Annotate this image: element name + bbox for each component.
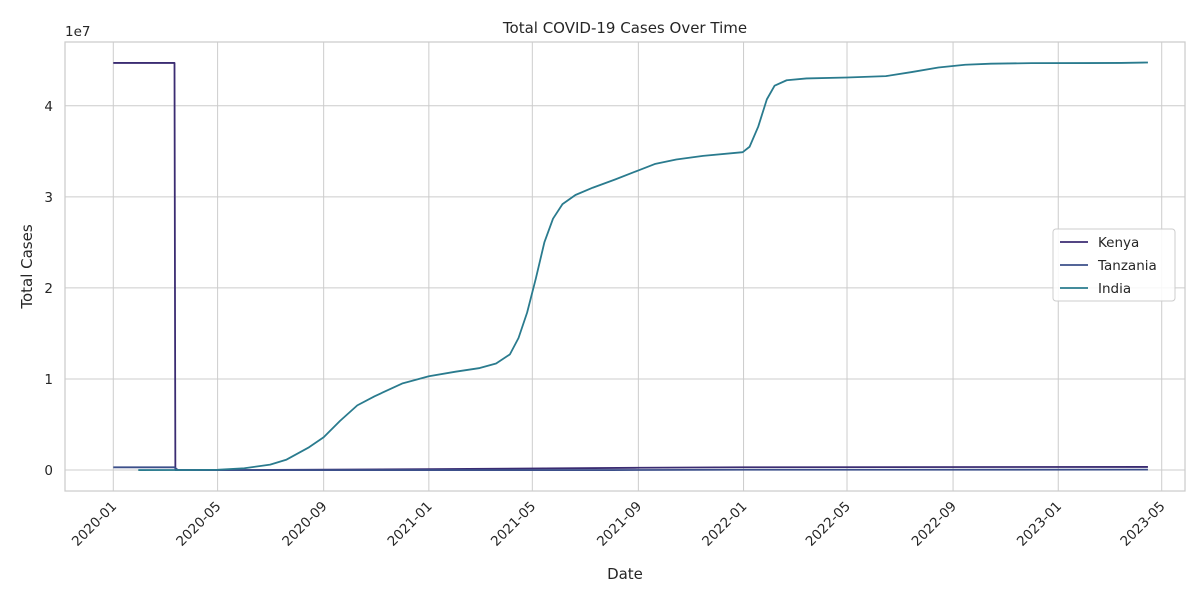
x-tick-label: 2022-05 [803, 499, 854, 550]
legend-box [1052, 228, 1176, 302]
y-tick-label: 4 [44, 99, 53, 115]
x-tick-label: 2020-09 [279, 499, 330, 550]
x-tick-label: 2020-01 [69, 499, 120, 550]
y-tick-label: 2 [44, 281, 53, 297]
plot-area-frame [64, 41, 1186, 492]
y-axis-label: Total Cases [18, 224, 36, 310]
x-tick-label: 2021-01 [384, 499, 435, 550]
x-tick-label: 2020-05 [173, 499, 224, 550]
y-tick-label: 0 [44, 463, 53, 479]
x-axis-label: Date [607, 565, 643, 583]
y-offset-label: 1e7 [65, 24, 90, 40]
x-tick-label: 2023-05 [1117, 499, 1168, 550]
legend: Kenya Tanzania India [1052, 228, 1176, 302]
series-line-india [138, 61, 1148, 471]
y-tick-labels: 0 1 2 3 4 [44, 99, 53, 479]
x-gridlines [112, 42, 1163, 491]
x-tick-label: 2022-09 [909, 499, 960, 550]
x-tick-label: 2022-01 [699, 499, 750, 550]
y-tick-label: 3 [44, 190, 53, 206]
y-tick-label: 1 [44, 372, 53, 388]
x-tick-label: 2023-01 [1014, 499, 1065, 550]
legend-label-india: India [1098, 281, 1131, 297]
legend-label-tanzania: Tanzania [1097, 258, 1157, 274]
y-gridlines [65, 105, 1185, 471]
x-tick-label: 2021-09 [594, 499, 645, 550]
chart-title: Total COVID-19 Cases Over Time [502, 19, 747, 37]
series-line-kenya [113, 62, 1148, 471]
x-tick-labels: 2020-01 2020-05 2020-09 2021-01 2021-05 2021-… [69, 499, 1169, 550]
legend-label-kenya: Kenya [1098, 235, 1139, 251]
x-tick-label: 2021-05 [488, 499, 539, 550]
series-lines [113, 61, 1148, 471]
series-line-tanzania [113, 466, 1148, 471]
